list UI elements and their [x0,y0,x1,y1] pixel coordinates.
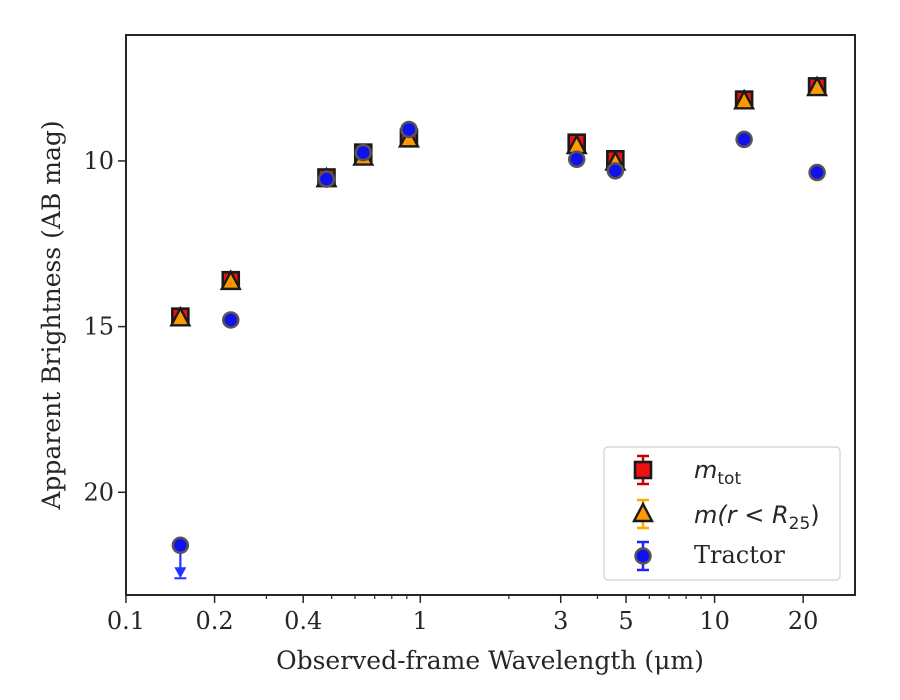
point-m25 [733,88,756,110]
legend-frame [603,446,841,581]
y-tick-label: 10 [83,147,114,175]
legend-label-m25-main: m(r < R [694,501,789,529]
x-tick-label: 0.4 [284,607,322,635]
x-tick-label: 3 [553,607,568,635]
x-axis-label: Observed-frame Wavelength (μm) [276,646,704,675]
x-axis-ticks: 0.1 0.2 0.4 1 3 5 10 20 [107,595,819,635]
legend-label-mtot-main: m [694,456,717,484]
legend-marker-tractor [634,540,652,572]
legend-label-m25: m(r < R25) [694,501,820,534]
y-tick-label: 20 [83,478,114,506]
legend-marker-mtot [633,454,653,486]
legend-label-m25-sub: 25 [789,514,811,534]
legend-label-mtot-sub: tot [717,469,741,489]
point-tractor [400,120,418,139]
y-axis-label: Apparent Brightness (AB mag) [37,120,66,510]
point-tractor [171,536,190,555]
point-tractor [735,130,753,149]
plot-area: 0.1 0.2 0.4 1 3 5 10 20 10 15 20 [83,34,856,635]
legend-label-mtot: mtot [694,456,741,489]
point-tractor [606,162,625,180]
data-marks [169,75,829,580]
point-tractor [222,311,240,329]
legend-label-tractor: Tractor [694,541,785,569]
y-tick-label: 15 [83,313,114,341]
x-tick-label: 0.1 [107,607,145,635]
legend-symbol-tractor [634,547,652,565]
point-tractor [317,170,336,188]
series-tractor [171,120,826,580]
legend-symbol-mtot [633,460,653,480]
point-m25 [806,75,829,97]
legend-label-m25-end: ) [810,501,819,529]
x-tick-label: 20 [788,607,819,635]
point-m25 [219,269,242,291]
x-tick-label: 1 [413,607,428,635]
x-tick-label: 5 [618,607,633,635]
legend-marker-m25 [632,498,654,530]
point-tractor [808,163,826,182]
point-tractor [354,143,373,162]
point-m25 [169,305,192,327]
legend-symbol-m25 [632,501,654,523]
legend: mtot m(r < R25) Tractor [603,446,841,581]
x-tick-label: 0.2 [196,607,234,635]
x-tick-label: 10 [699,607,730,635]
legend-markers [632,454,654,572]
point-tractor [567,150,586,169]
x-minor-ticks [265,595,702,599]
series-mtot [171,77,827,326]
series-m25 [169,75,829,327]
upper-limit-arrowhead [174,567,187,579]
plot-frame [125,34,856,596]
y-axis-ticks: 10 15 20 [83,147,126,506]
